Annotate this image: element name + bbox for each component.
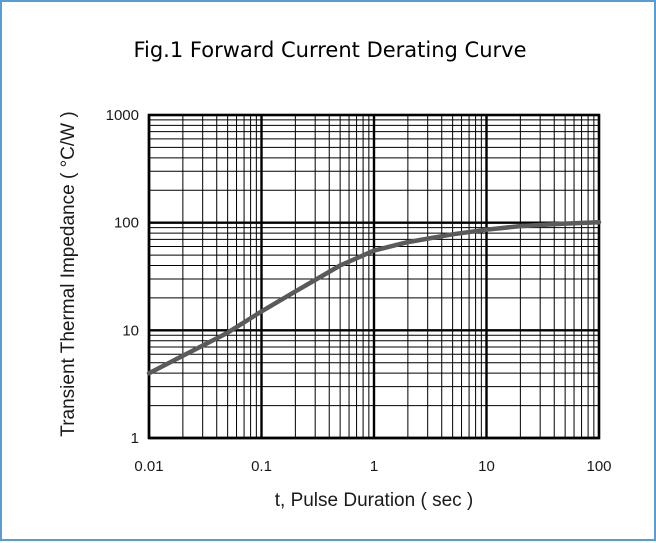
chart-title: Fig.1 Forward Current Derating Curve [133, 38, 526, 62]
x-tick-label: 1 [370, 458, 378, 475]
y-tick-label: 1 [131, 430, 139, 447]
x-tick-label: 0.1 [251, 458, 272, 475]
y-axis-title: Transient Thermal Impedance ( °C/W ) [58, 111, 79, 436]
x-axis-title: t, Pulse Duration ( sec ) [275, 490, 474, 511]
x-tick-label: 0.01 [134, 458, 163, 475]
y-tick-label: 10 [122, 322, 139, 339]
plot-area [147, 113, 601, 440]
x-tick-label: 100 [586, 458, 611, 475]
series-layer [146, 219, 602, 376]
y-tick-label: 1000 [106, 107, 139, 124]
y-axis-ticks: 1 10 100 1000 [106, 107, 139, 447]
x-tick-label: 10 [478, 458, 495, 475]
x-axis-ticks: 0.01 0.1 1 10 100 [134, 458, 611, 475]
y-tick-label: 100 [114, 215, 139, 232]
series-line [146, 219, 602, 376]
plot-border [147, 113, 601, 440]
grid [147, 115, 599, 440]
